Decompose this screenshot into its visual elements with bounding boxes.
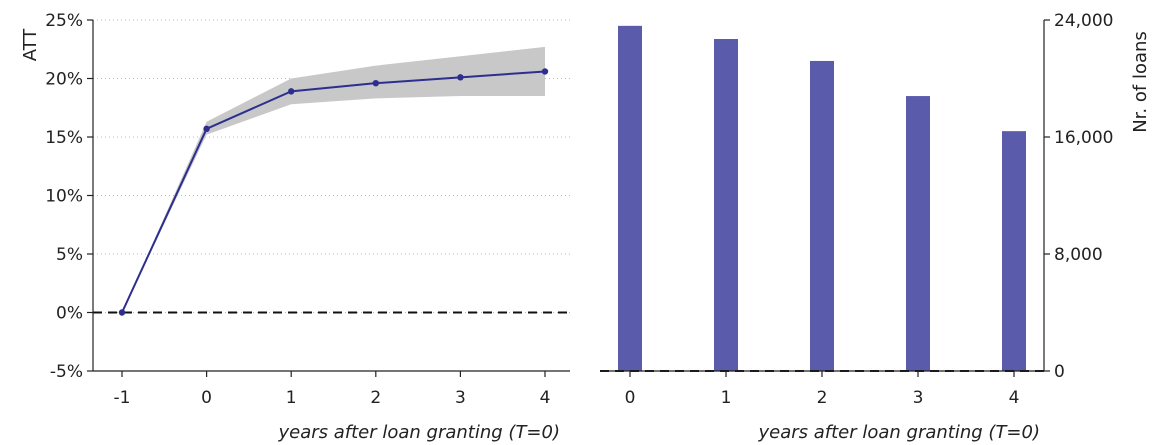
left-y-tick-label: 5% — [56, 245, 83, 265]
right-y-axis-label: Nr. of loans — [1130, 31, 1151, 133]
left-x-tick-label: 0 — [201, 388, 212, 408]
att-data-point — [541, 68, 549, 75]
right-y-tick-label: 24,000 — [1054, 11, 1113, 31]
att-data-points — [118, 68, 549, 316]
left-x-tick-label: 4 — [540, 388, 551, 408]
right-axes — [600, 19, 1050, 377]
left-y-tick-label: 10% — [45, 187, 83, 207]
left-y-tick-label: 25% — [45, 11, 83, 31]
right-y-tick-label: 0 — [1054, 362, 1065, 382]
att-data-point — [288, 88, 295, 95]
left-y-axis-label: ATT — [20, 28, 41, 62]
left-x-tick-labels: -1 0 1 2 3 4 — [114, 388, 551, 408]
att-data-point — [372, 79, 379, 87]
att-series-line — [121, 70, 546, 313]
left-y-tick-label: 15% — [45, 128, 83, 148]
right-x-tick-label: 2 — [817, 388, 828, 408]
right-x-tick-label: 4 — [1009, 388, 1020, 408]
loan-bar — [810, 60, 834, 371]
left-x-tick-label: -1 — [114, 388, 131, 408]
att-data-point — [203, 125, 210, 133]
loan-bar — [714, 39, 738, 371]
right-x-tick-label: 3 — [913, 388, 924, 408]
left-x-tick-label: 1 — [286, 388, 297, 408]
loan-bar — [618, 25, 642, 371]
left-y-tick-label: 20% — [45, 70, 83, 90]
left-y-tick-label: 0% — [56, 304, 83, 324]
att-data-point — [457, 74, 464, 81]
left-x-tick-label: 3 — [455, 388, 466, 408]
left-y-tick-label: -5% — [50, 362, 83, 382]
att-line-chart: -5% 0% 5% 10% 15% 20% 25% -1 0 1 2 3 4 ATT years af… — [20, 11, 570, 443]
left-x-axis-label: years after loan granting (T=0) — [277, 422, 560, 443]
loans-bar-chart: 0 8,000 16,000 24,000 0 1 2 3 4 Nr. of loans ye… — [600, 11, 1151, 443]
right-x-tick-label: 0 — [625, 388, 636, 408]
right-y-tick-labels: 0 8,000 16,000 24,000 — [1054, 11, 1113, 382]
right-y-tick-label: 8,000 — [1054, 245, 1103, 265]
left-x-tick-label: 2 — [370, 388, 381, 408]
loan-bars — [618, 25, 1026, 372]
right-x-axis-label: years after loan granting (T=0) — [757, 422, 1040, 443]
loan-bar — [1002, 131, 1026, 371]
right-x-tick-labels: 0 1 2 3 4 — [625, 388, 1020, 408]
confidence-band — [122, 46, 545, 313]
att-data-point — [118, 309, 126, 316]
left-y-tick-labels: -5% 0% 5% 10% 15% 20% 25% — [45, 11, 83, 382]
left-axes — [87, 19, 570, 377]
right-x-tick-label: 1 — [721, 388, 732, 408]
loan-bar — [906, 96, 930, 372]
right-y-tick-label: 16,000 — [1054, 128, 1113, 148]
